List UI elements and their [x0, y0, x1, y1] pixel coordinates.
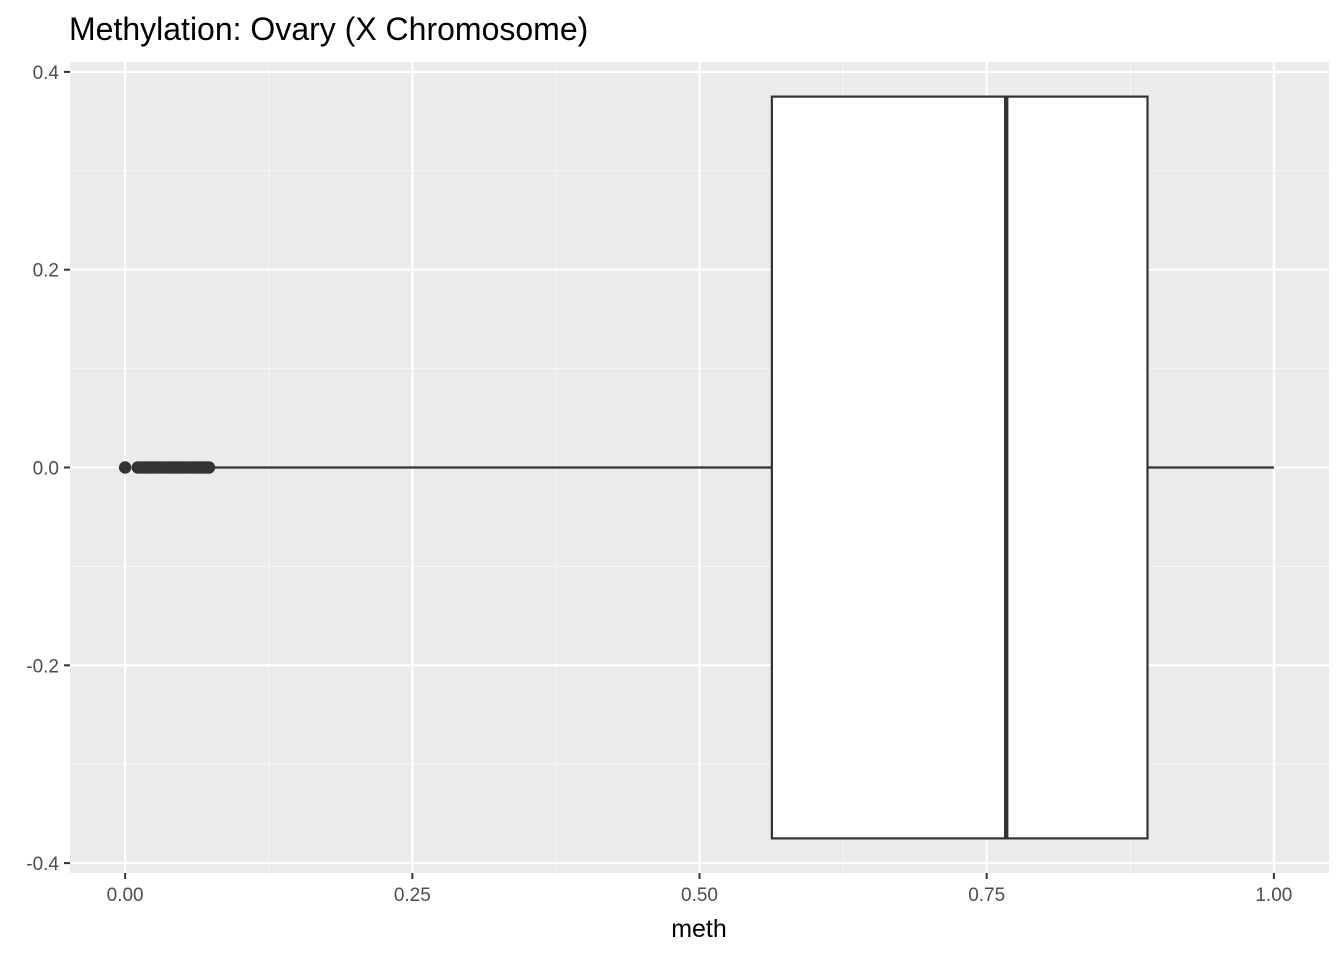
x-tick-label: 0.75 — [968, 885, 1005, 906]
y-tick-label: -0.4 — [26, 854, 59, 875]
x-tick-label: 1.00 — [1255, 885, 1292, 906]
outlier-point — [202, 461, 216, 474]
y-tick-label: 0.4 — [33, 63, 60, 84]
box-iqr — [770, 95, 1149, 840]
x-tick-label: 0.00 — [107, 885, 144, 906]
chart-title: Methylation: Ovary (X Chromosome) — [69, 11, 588, 47]
y-tick-label: -0.2 — [26, 656, 59, 677]
y-tick-label: 0.0 — [33, 459, 59, 480]
y-axis: 0.4 0.2 0.0 -0.2 -0.4 — [26, 63, 70, 875]
plot-panel — [70, 62, 1329, 873]
y-tick-label: 0.2 — [33, 261, 59, 282]
outlier-point — [118, 461, 132, 474]
x-tick-label: 0.25 — [394, 885, 431, 906]
x-axis-title: meth — [671, 915, 727, 943]
x-axis: 0.00 0.25 0.50 0.75 1.00 — [107, 873, 1292, 906]
x-tick-label: 0.50 — [681, 885, 718, 906]
